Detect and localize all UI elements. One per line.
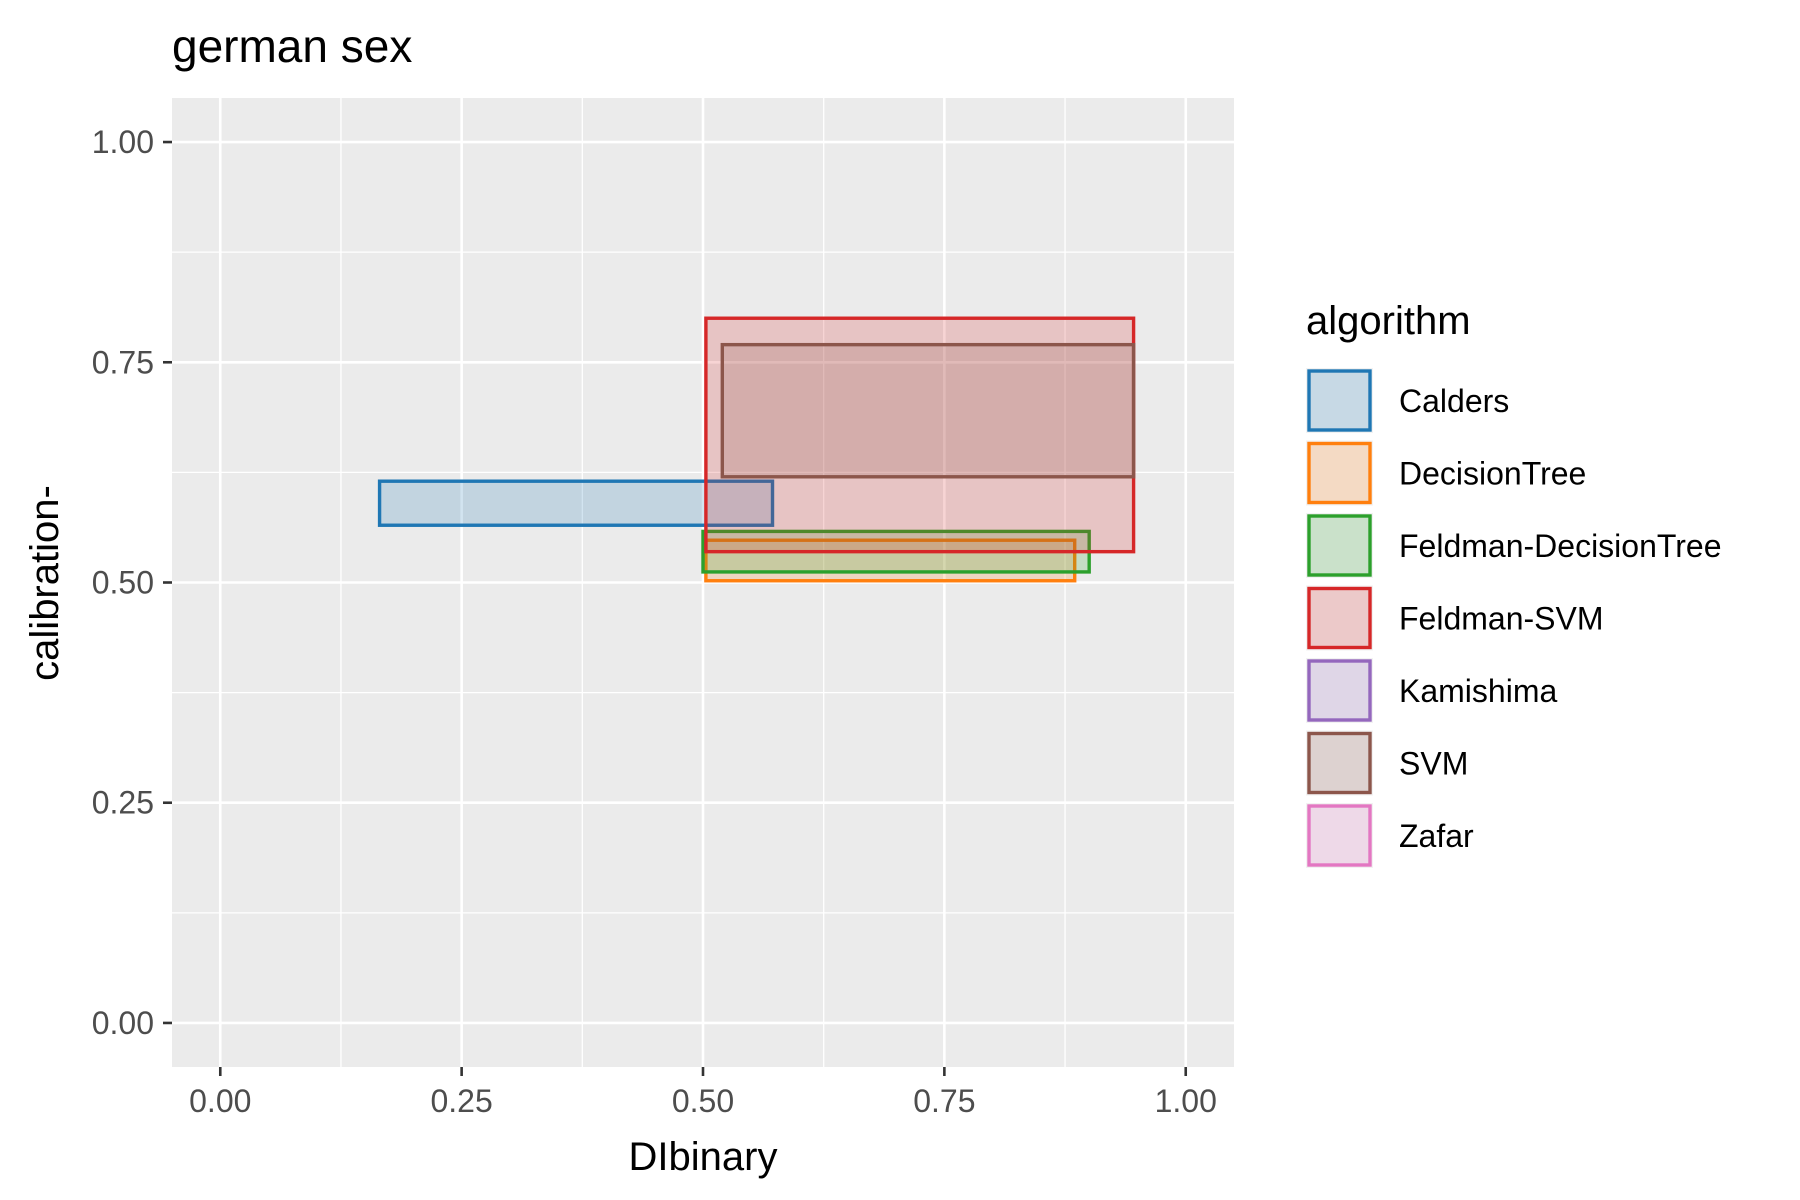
chart-title: german sex	[172, 20, 412, 72]
legend-items: Calders DecisionTree Feldman-DecisionTree F…	[1306, 368, 1721, 868]
legend-key-zafar	[1307, 804, 1372, 867]
legend-key-feldman-svm	[1307, 586, 1372, 650]
legend-key-bg	[1306, 585, 1373, 651]
x-tick-label: 0.50	[672, 1083, 734, 1119]
legend-key-bg	[1306, 730, 1373, 796]
legend-title: algorithm	[1306, 299, 1471, 343]
x-tick-label: 1.00	[1155, 1083, 1217, 1119]
major-gridlines	[172, 98, 1234, 1067]
legend-label: Kamishima	[1399, 673, 1557, 709]
legend-label: Zafar	[1399, 818, 1474, 854]
x-axis-label: DIbinary	[629, 1135, 778, 1179]
legend-key-calders	[1307, 369, 1372, 432]
y-tick-label: 0.25	[92, 785, 154, 821]
rect-svm	[720, 342, 1136, 479]
legend: algorithm Calders DecisionTree Feldman-Dec…	[1306, 299, 1721, 868]
y-tick-label: 0.00	[92, 1005, 154, 1041]
legend-key-bg	[1306, 513, 1373, 578]
legend-key-feldman-decisiontree	[1307, 514, 1372, 577]
y-axis: 0.00 0.25 0.50 0.75 1.00	[92, 124, 172, 1041]
y-tick-label: 0.50	[92, 565, 154, 601]
rect-feldman-svm	[704, 316, 1136, 554]
rect-decisiontree	[704, 538, 1077, 583]
legend-label: Feldman-SVM	[1399, 601, 1604, 637]
legend-key-bg	[1306, 440, 1373, 506]
legend-key-bg	[1306, 803, 1373, 868]
legend-key-bg	[1306, 368, 1373, 433]
legend-label: Feldman-DecisionTree	[1399, 528, 1721, 564]
legend-label: DecisionTree	[1399, 456, 1586, 492]
legend-key-bg	[1306, 658, 1373, 723]
y-axis-label: calibration-	[23, 485, 67, 681]
y-tick-label: 1.00	[92, 124, 154, 160]
x-tick-label: 0.00	[189, 1083, 251, 1119]
legend-key-kamishima	[1307, 659, 1372, 722]
x-tick-label: 0.75	[913, 1083, 975, 1119]
legend-label: SVM	[1399, 746, 1468, 782]
y-tick-label: 0.75	[92, 344, 154, 380]
legend-label: Calders	[1399, 383, 1509, 419]
data-rects	[377, 316, 1136, 583]
x-tick-label: 0.25	[430, 1083, 492, 1119]
legend-key-decisiontree	[1307, 441, 1372, 505]
x-axis: 0.00 0.25 0.50 0.75 1.00	[189, 1067, 1217, 1119]
legend-key-svm	[1307, 731, 1372, 795]
